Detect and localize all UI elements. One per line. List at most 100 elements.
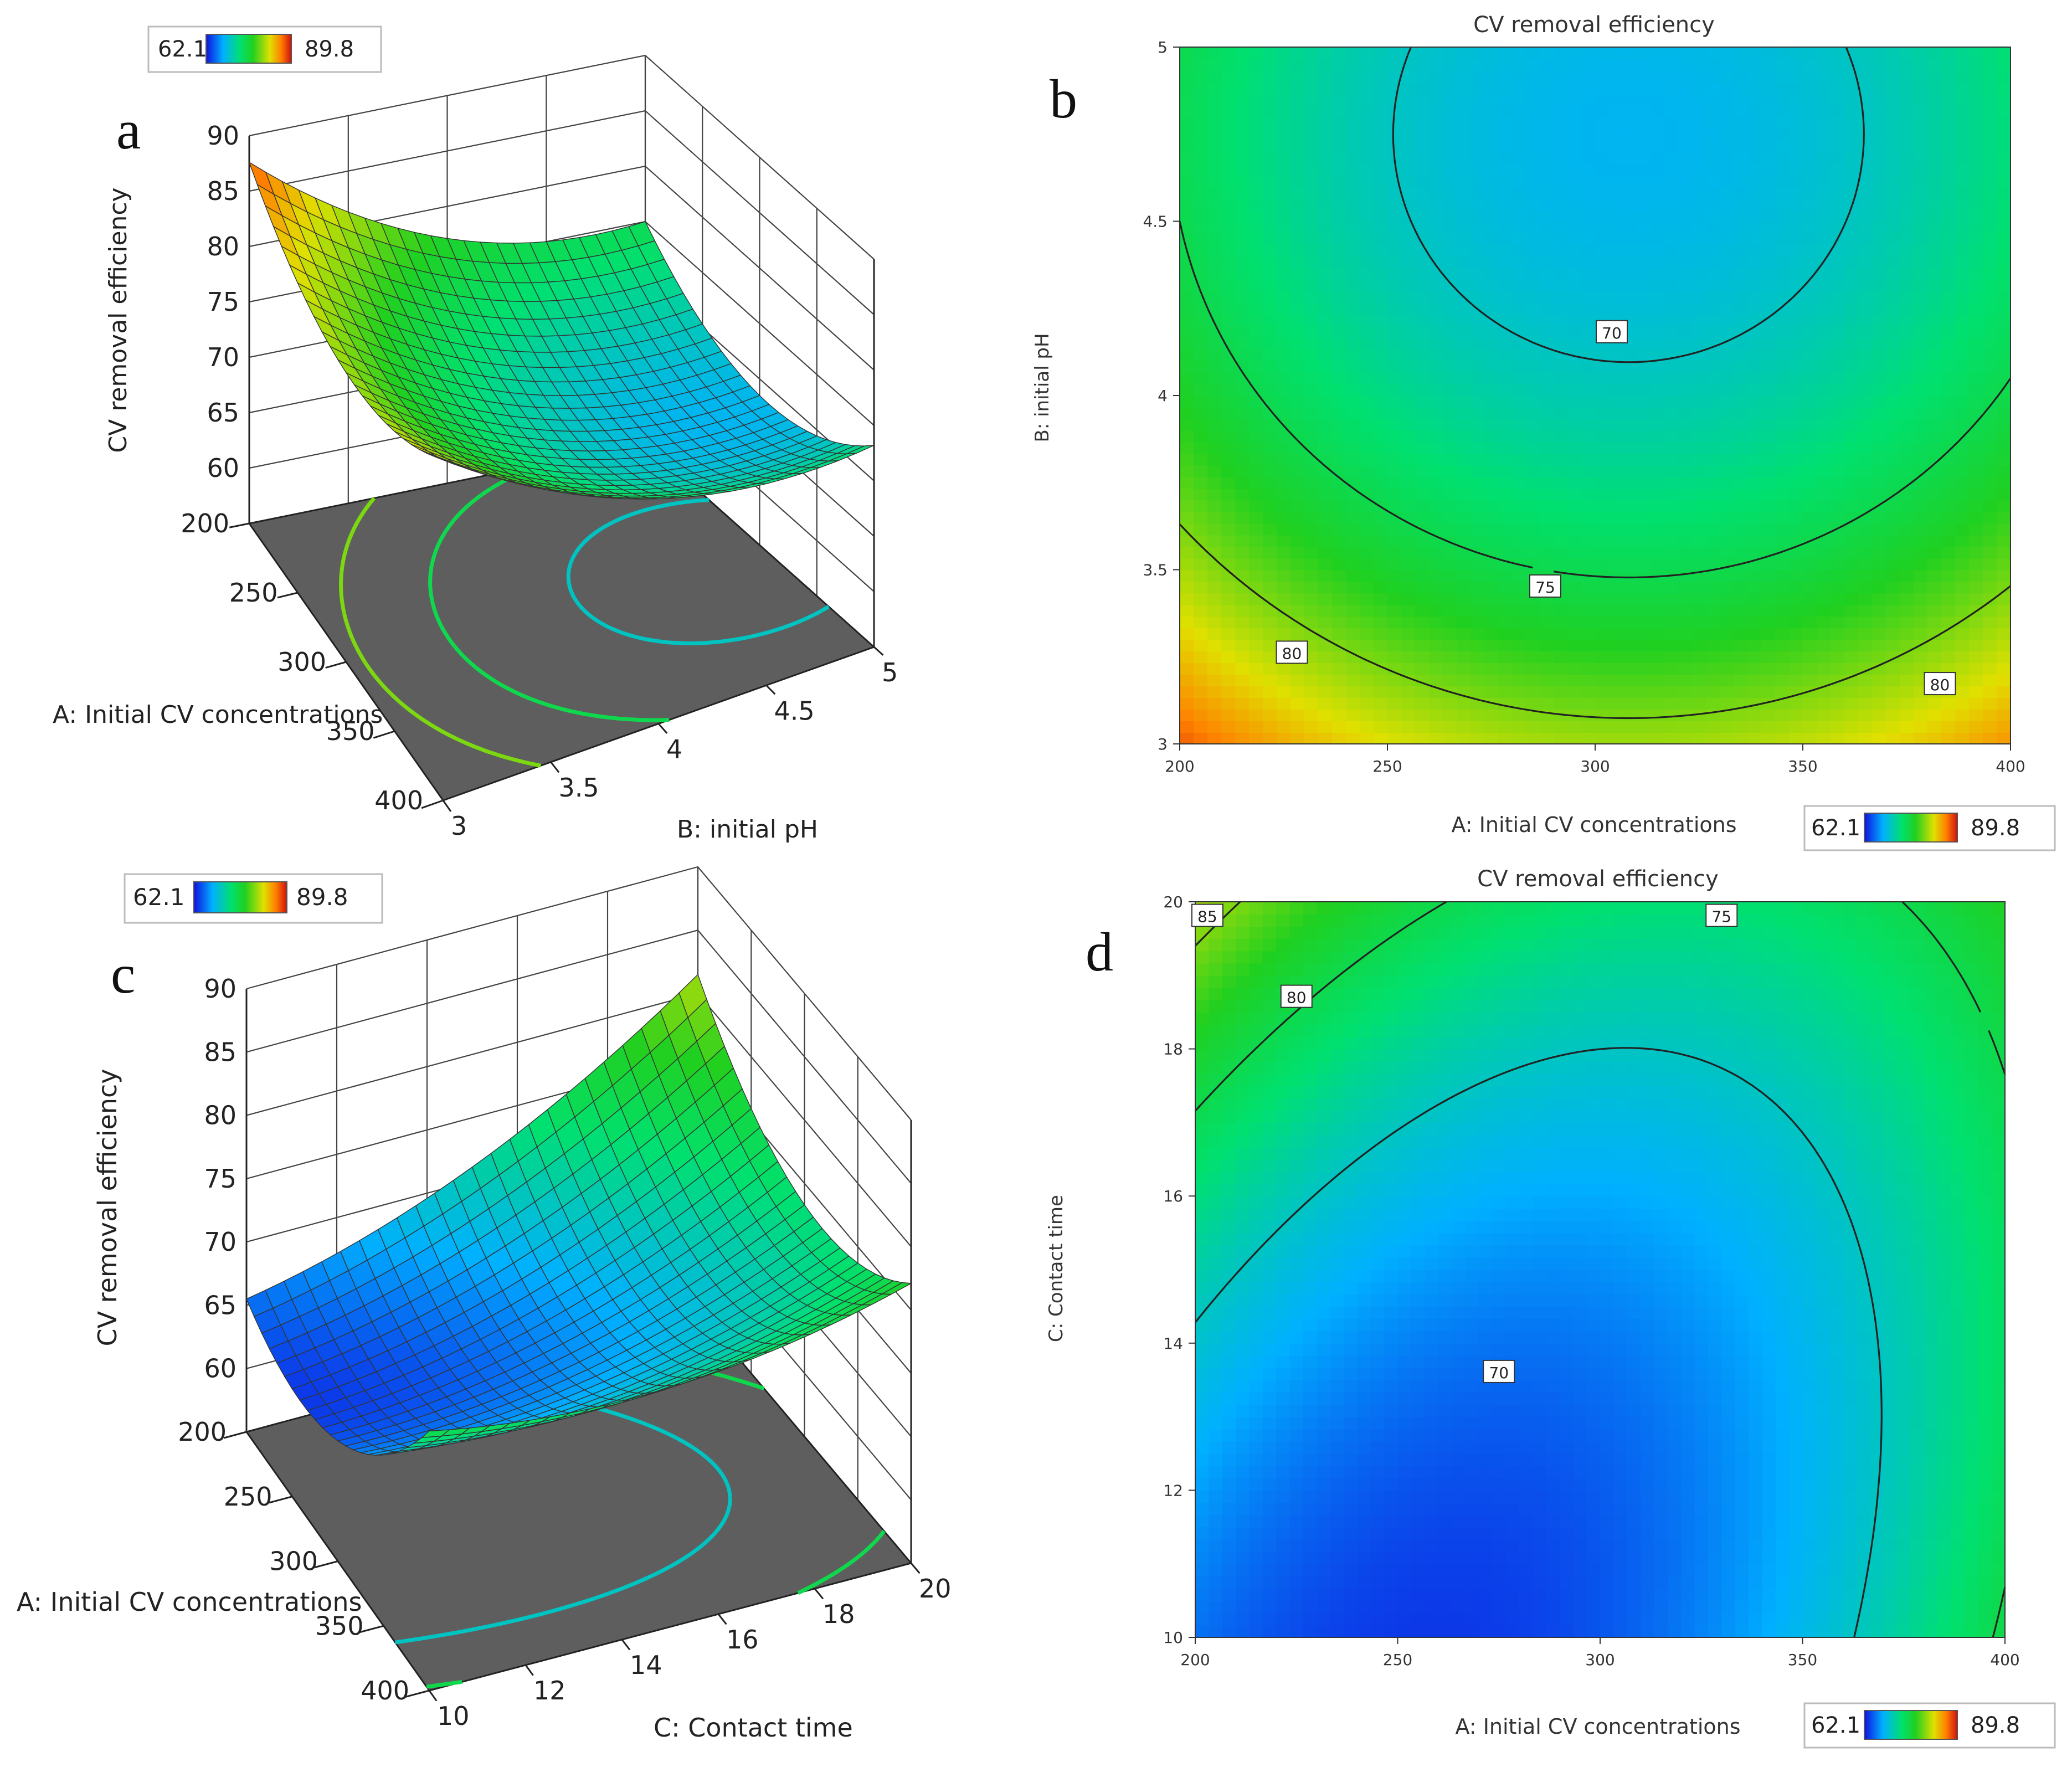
heatmap-cell	[1941, 81, 1956, 94]
heatmap-cell	[1803, 256, 1817, 269]
heatmap-cell	[1651, 709, 1665, 721]
heatmap-cell	[1415, 721, 1430, 733]
heatmap-cell	[1581, 697, 1596, 710]
heatmap-cell	[1387, 697, 1402, 710]
heatmap-cell	[1387, 523, 1402, 536]
heatmap-cell	[1374, 546, 1388, 559]
heatmap-cell	[1817, 709, 1831, 721]
heatmap-cell	[1195, 1073, 1210, 1086]
heatmap-cell	[1318, 546, 1333, 559]
heatmap-cell	[1263, 198, 1277, 210]
heatmap-cell	[1581, 441, 1596, 454]
heatmap-cell	[1900, 163, 1914, 176]
heatmap-cell	[1195, 951, 1210, 964]
heatmap-cell	[1803, 233, 1817, 245]
heatmap-cell	[1595, 604, 1610, 617]
heatmap-cell	[1512, 244, 1526, 257]
heatmap-cell	[1235, 105, 1250, 117]
heatmap-cell	[1277, 163, 1291, 176]
heatmap-cell	[1235, 59, 1250, 71]
heatmap-cell	[1664, 151, 1679, 164]
heatmap-cell	[1789, 558, 1803, 571]
heatmap-cell	[1484, 395, 1499, 408]
heatmap-cell	[1526, 372, 1540, 384]
heatmap-cell	[1443, 709, 1457, 721]
heatmap-cell	[1346, 488, 1360, 501]
heatmap-cell	[1567, 616, 1582, 629]
heatmap-cell	[1803, 418, 1817, 431]
heatmap-cell	[1941, 558, 1956, 571]
heatmap-cell	[1914, 721, 1928, 733]
heatmap-cell	[1290, 256, 1305, 269]
heatmap-cell	[1595, 709, 1610, 721]
heatmap-cell	[1789, 209, 1803, 222]
heatmap-cell	[1664, 384, 1679, 396]
heatmap-cell	[1692, 488, 1706, 501]
heatmap-cell	[1457, 395, 1471, 408]
heatmap-cell	[1706, 209, 1720, 222]
heatmap-cell	[1831, 337, 1845, 350]
heatmap-cell	[1581, 59, 1596, 71]
heatmap-cell	[1886, 198, 1900, 210]
heatmap-cell	[1803, 407, 1817, 419]
heatmap-cell	[1761, 558, 1776, 571]
heatmap-cell	[1706, 523, 1720, 536]
heatmap-cell	[1886, 384, 1900, 396]
heatmap-cell	[1195, 1576, 1210, 1589]
heatmap-cell	[1429, 709, 1443, 721]
heatmap-cell	[1734, 418, 1748, 431]
heatmap-cell	[1872, 70, 1886, 83]
heatmap-cell	[1651, 70, 1665, 83]
heatmap-cell	[1249, 268, 1263, 280]
heatmap-cell	[1332, 384, 1346, 396]
heatmap-cell	[1637, 593, 1651, 605]
heatmap-cell	[1637, 651, 1651, 664]
heatmap-cell	[1429, 558, 1443, 571]
heatmap-cell	[1567, 593, 1582, 605]
heatmap-cell	[1290, 209, 1305, 222]
heatmap-cell	[1360, 163, 1374, 176]
heatmap-cell	[1512, 441, 1526, 454]
heatmap-cell	[1803, 395, 1817, 408]
heatmap-cell	[1581, 686, 1596, 698]
heatmap-cell	[1429, 662, 1443, 675]
heatmap-cell	[1429, 59, 1443, 71]
heatmap-cell	[1471, 476, 1485, 489]
x-tick-label: 400	[1996, 757, 2025, 775]
heatmap-cell	[1858, 372, 1873, 384]
heatmap-cell	[1540, 546, 1554, 559]
heatmap-cell	[1194, 721, 1208, 733]
heatmap-cell	[1277, 384, 1291, 396]
heatmap-cell	[1651, 186, 1665, 199]
heatmap-cell	[1817, 732, 1831, 744]
heatmap-cell	[1360, 314, 1374, 326]
heatmap-cell	[1207, 349, 1222, 361]
heatmap-cell	[1720, 384, 1734, 396]
heatmap-cell	[1235, 441, 1250, 454]
heatmap-cell	[1720, 686, 1734, 698]
heatmap-cell	[1195, 1380, 1210, 1393]
heatmap-cell	[1567, 361, 1582, 373]
heatmap-cell	[1332, 372, 1346, 384]
heatmap-cell	[1623, 453, 1637, 466]
heatmap-cell	[1817, 70, 1831, 83]
heatmap-cell	[1775, 209, 1790, 222]
heatmap-cell	[1706, 163, 1720, 176]
heatmap-cell	[1332, 709, 1346, 721]
heatmap-cell	[1831, 686, 1845, 698]
heatmap-cell	[1471, 523, 1485, 536]
heatmap-cell	[1720, 662, 1734, 675]
heatmap-cell	[1471, 105, 1485, 117]
heatmap-cell	[1554, 198, 1568, 210]
heatmap-cell	[1955, 221, 1970, 234]
heatmap-cell	[1235, 256, 1250, 269]
heatmap-cell	[1581, 314, 1596, 326]
heatmap-cell	[1512, 302, 1526, 315]
heatmap-cell	[1927, 523, 1942, 536]
heatmap-cell	[1415, 140, 1430, 152]
heatmap-cell	[1720, 233, 1734, 245]
heatmap-cell	[1180, 384, 1194, 396]
heatmap-cell	[1734, 70, 1748, 83]
heatmap-cell	[1775, 651, 1790, 664]
heatmap-cell	[1263, 268, 1277, 280]
